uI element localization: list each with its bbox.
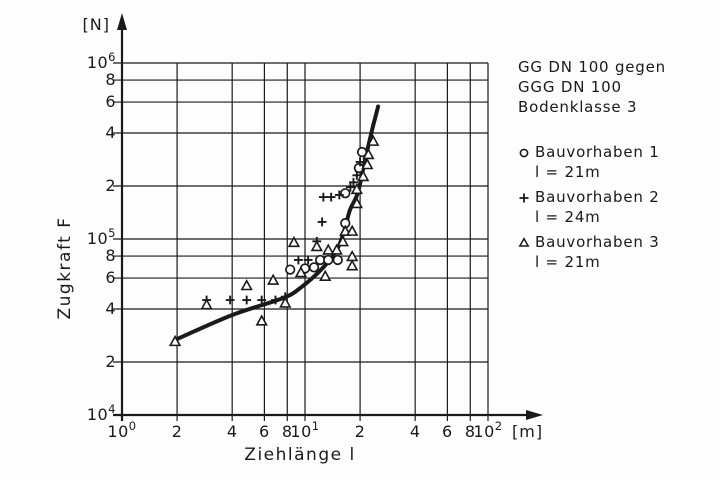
data-point-triangle [330, 243, 343, 255]
data-point-triangle [279, 296, 292, 308]
legend-title-line-1: GG DN 100 gegen [518, 58, 666, 76]
legend-item-sublabel: l = 24m [535, 208, 601, 226]
x-tick-label: 4 [227, 422, 238, 441]
legend-header: GG DN 100 gegen GGG DN 100 Bodenklasse 3 [518, 57, 703, 117]
data-point-triangle [362, 147, 375, 160]
legend-item-label: Bauvorhaben 3 [535, 233, 660, 251]
data-point-circle [285, 264, 296, 275]
data-point-triangle [367, 134, 380, 146]
data-point-circle [332, 254, 343, 266]
legend-item-label: Bauvorhaben 1 [535, 143, 660, 161]
legend-item-sublabel: l = 21m [535, 163, 601, 181]
data-point-plus [242, 295, 252, 305]
data-point-plus [355, 157, 365, 167]
x-tick-label: 2 [172, 422, 183, 441]
y-tick-label: 2 [105, 352, 116, 371]
data-point-triangle [336, 235, 349, 247]
y-tick-label: 2 [105, 176, 116, 195]
data-point-plus [271, 295, 280, 305]
y-tick-label: 6 [105, 268, 116, 287]
data-point-triangle [267, 273, 280, 285]
data-point-triangle [350, 196, 363, 209]
legend-item-bauvorhaben-3: Bauvorhaben 3 l = 21m [518, 232, 703, 272]
data-point-triangle [240, 279, 253, 291]
data-point-triangle [350, 182, 363, 195]
x-tick-label: 6 [259, 422, 270, 441]
y-axis-unit: [N] [83, 15, 110, 34]
x-axis-unit: [m] [512, 422, 543, 441]
y-tick-label: 4 [105, 123, 116, 142]
legend-item-bauvorhaben-1: Bauvorhaben 1 l = 21m [518, 142, 703, 182]
legend-title-line-3: Bodenklasse 3 [518, 98, 638, 116]
data-point-triangle [346, 259, 359, 271]
legend-title-line-2: GGG DN 100 [518, 78, 622, 96]
data-point-triangle [346, 224, 359, 236]
data-point-plus [257, 295, 267, 305]
data-point-circle [308, 262, 320, 273]
data-point-triangle [319, 269, 332, 281]
triangle-marker-icon [518, 236, 532, 248]
legend: GG DN 100 gegen GGG DN 100 Bodenklasse 3… [518, 57, 703, 277]
x-tick-label: 101 [290, 419, 319, 441]
y-tick-label: 8 [105, 246, 116, 265]
circle-marker-icon [518, 146, 532, 158]
data-point-plus [345, 182, 355, 192]
data-point-circle [323, 254, 334, 266]
data-points [168, 134, 380, 347]
legend-item-bauvorhaben-2: Bauvorhaben 2 l = 24m [518, 187, 703, 227]
data-point-triangle [310, 239, 323, 252]
y-tick-label: 105 [87, 226, 116, 248]
data-point-plus [334, 190, 344, 200]
data-point-plus [303, 255, 313, 265]
y-tick-label: 8 [105, 70, 116, 89]
x-tick-label: 6 [442, 422, 453, 441]
data-point-triangle [294, 266, 308, 278]
data-point-plus [225, 295, 235, 305]
y-tick-label: 106 [87, 50, 116, 72]
y-tick-label: 104 [87, 402, 116, 424]
y-tick-label: 6 [105, 92, 116, 111]
x-tick-label: 4 [410, 422, 421, 441]
data-point-triangle [200, 298, 213, 310]
data-point-triangle [322, 243, 335, 255]
x-tick-label: 8 [465, 422, 476, 441]
x-tick-label: 2 [355, 422, 366, 441]
data-point-plus [352, 170, 362, 180]
data-point-plus [293, 255, 303, 265]
data-point-triangle [287, 235, 301, 248]
y-axis-arrow-icon [117, 13, 127, 30]
data-point-triangle [168, 334, 182, 347]
data-point-plus [317, 217, 327, 227]
x-tick-label: 8 [282, 422, 293, 441]
data-point-circle [340, 188, 351, 199]
data-point-plus [326, 192, 336, 202]
legend-item-sublabel: l = 21m [535, 253, 601, 271]
data-point-triangle [361, 158, 374, 170]
data-point-plus [318, 192, 328, 202]
x-axis-arrow-icon [526, 410, 543, 420]
data-point-triangle [357, 169, 370, 182]
y-tick-label: 4 [105, 299, 116, 318]
y-axis-title: Zugkraft F [55, 217, 75, 320]
data-point-triangle [255, 314, 268, 326]
x-tick-label: 102 [473, 419, 502, 441]
grid-lines [113, 62, 489, 421]
data-point-plus [349, 177, 358, 187]
x-tick-label: 100 [107, 419, 136, 441]
legend-item-label: Bauvorhaben 2 [535, 188, 660, 206]
plus-marker-icon [518, 191, 532, 203]
x-axis-title: Ziehlänge l [244, 445, 355, 465]
